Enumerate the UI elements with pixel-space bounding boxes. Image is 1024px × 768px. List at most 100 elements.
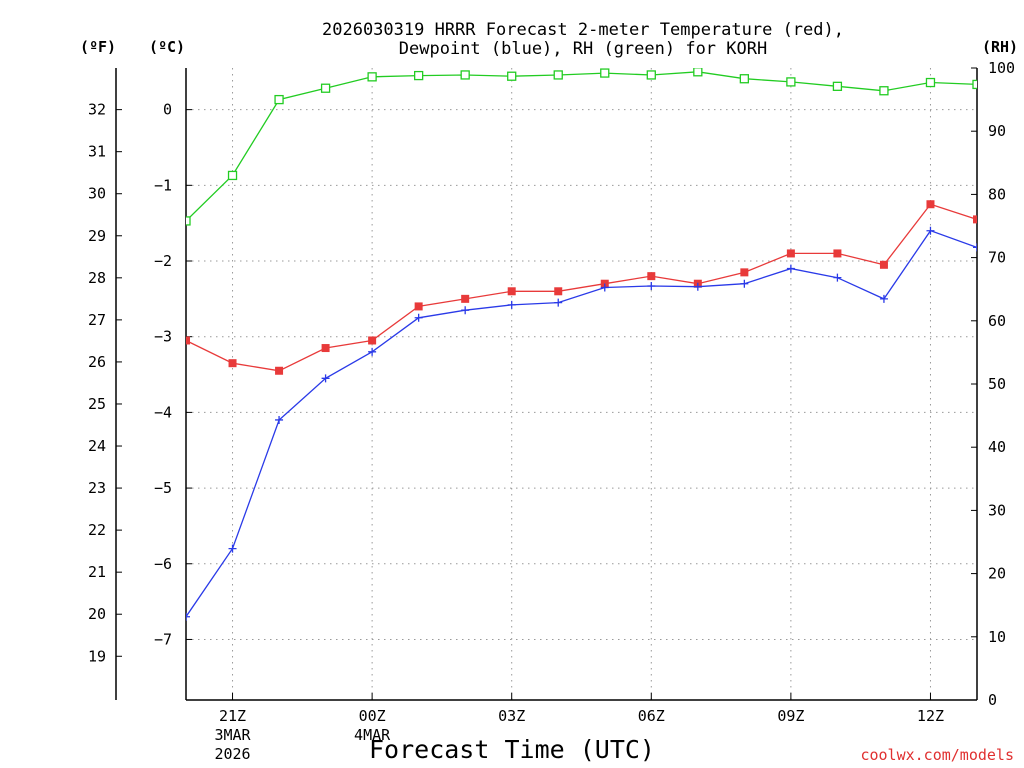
fahrenheit-tick-label: 32: [88, 101, 106, 119]
dewpoint-point: [647, 281, 656, 290]
relative-humidity-point: [186, 216, 191, 226]
x-tick-label: 00Z: [359, 707, 386, 725]
x-tick-label: 09Z: [777, 707, 804, 725]
x-tick-label: 03Z: [498, 707, 525, 725]
temperature-point: [275, 366, 284, 375]
x-tick-label: 21Z: [219, 707, 246, 725]
temperature-point: [554, 287, 563, 296]
celsius-tick-label: −6: [154, 555, 172, 573]
relative-humidity-point: [646, 70, 656, 80]
chart-subtitle: Dewpoint (blue), RH (green) for KORH: [399, 39, 767, 59]
dewpoint-point: [554, 298, 563, 307]
temperature-point: [414, 302, 423, 311]
rh-tick-label: 0: [988, 691, 997, 709]
relative-humidity-point: [879, 86, 889, 96]
temperature-point: [507, 287, 516, 296]
rh-tick-label: 70: [988, 249, 1006, 267]
fahrenheit-tick-label: 29: [88, 227, 106, 245]
celsius-unit-label: (ºC): [149, 38, 185, 56]
fahrenheit-tick-label: 31: [88, 143, 106, 161]
dewpoint-point: [973, 243, 977, 252]
celsius-tick-label: −1: [154, 176, 172, 194]
fahrenheit-tick-label: 19: [88, 647, 106, 665]
relative-humidity-point: [600, 68, 610, 78]
rh-tick-label: 30: [988, 501, 1006, 519]
temperature-point: [973, 215, 977, 224]
dewpoint-point: [740, 279, 749, 288]
fahrenheit-tick-label: 22: [88, 521, 106, 539]
rh-tick-label: 40: [988, 438, 1006, 456]
rh-unit-label: (RH): [982, 38, 1018, 56]
dewpoint-point: [600, 283, 609, 292]
relative-humidity-point: [832, 81, 843, 91]
relative-humidity-point: [507, 71, 517, 81]
relative-humidity-point: [693, 68, 703, 77]
fahrenheit-tick-label: 28: [88, 269, 106, 287]
fahrenheit-unit-label: (ºF): [80, 38, 116, 56]
rh-tick-label: 90: [988, 122, 1006, 140]
celsius-tick-label: 0: [163, 101, 172, 119]
chart-title: 2026030319 HRRR Forecast 2-meter Tempera…: [322, 20, 844, 40]
credit-label: coolwx.com/models: [860, 746, 1014, 764]
temperature-point: [368, 336, 377, 345]
x-axis-label: Forecast Time (UTC): [369, 735, 655, 764]
dewpoint-point: [693, 282, 702, 291]
temperature-point: [647, 272, 656, 281]
dewpoint-point: [186, 612, 190, 621]
dewpoint-point: [833, 273, 842, 282]
dewpoint-point: [321, 374, 330, 383]
celsius-tick-label: −3: [154, 328, 172, 346]
relative-humidity-point: [274, 94, 284, 105]
date-label: 3MAR: [214, 726, 251, 744]
relative-humidity-point: [972, 79, 977, 90]
dewpoint-point: [926, 226, 935, 235]
axes: [115, 67, 978, 701]
temperature-point: [228, 359, 237, 368]
x-tick-label: 06Z: [638, 707, 665, 725]
data-series: [186, 68, 977, 621]
temperature-point: [833, 249, 842, 258]
dewpoint-point: [461, 306, 470, 315]
fahrenheit-tick-label: 26: [88, 353, 106, 371]
rh-tick-label: 100: [988, 59, 1015, 77]
celsius-tick-label: −4: [154, 403, 172, 421]
dewpoint-point: [368, 347, 377, 356]
relative-humidity-point: [460, 70, 470, 80]
fahrenheit-tick-label: 27: [88, 311, 106, 329]
rh-tick-label: 10: [988, 628, 1006, 646]
relative-humidity-point: [739, 74, 750, 84]
celsius-tick-label: −5: [154, 479, 172, 497]
relative-humidity-point: [786, 77, 796, 87]
relative-humidity-point: [553, 70, 563, 80]
fahrenheit-tick-label: 25: [88, 395, 106, 413]
relative-humidity-point: [367, 72, 377, 82]
rh-tick-label: 60: [988, 312, 1006, 330]
relative-humidity-point: [227, 170, 238, 181]
date-label: 4MAR: [354, 726, 391, 744]
temperature-point: [461, 294, 470, 303]
relative-humidity-point: [413, 70, 424, 81]
rh-tick-label: 50: [988, 375, 1006, 393]
dewpoint-point: [786, 264, 795, 273]
dewpoint-point: [414, 313, 423, 322]
fahrenheit-tick-label: 20: [88, 605, 106, 623]
x-tick-label: 12Z: [917, 707, 944, 725]
relative-humidity-point: [925, 77, 936, 88]
temperature-point: [186, 336, 190, 345]
temperature-point: [879, 260, 888, 269]
celsius-tick-label: −7: [154, 630, 172, 648]
temperature-point: [740, 268, 749, 277]
fahrenheit-tick-label: 23: [88, 479, 106, 497]
relative-humidity-point: [320, 83, 331, 93]
rh-tick-label: 20: [988, 565, 1006, 583]
temperature-point: [926, 200, 935, 209]
dewpoint-point: [228, 544, 237, 553]
celsius-tick-label: −2: [154, 252, 172, 270]
fahrenheit-tick-label: 24: [88, 437, 106, 455]
dewpoint-point: [507, 300, 516, 309]
temperature-point: [321, 344, 330, 353]
date-label: 2026: [214, 745, 250, 763]
dewpoint-point: [275, 415, 284, 424]
tick-labels: 32 31 30 29 28 27 26 25 24 23 22 21 20 19 0 −1 −2 −3 −4 −5 −…: [88, 59, 1015, 763]
